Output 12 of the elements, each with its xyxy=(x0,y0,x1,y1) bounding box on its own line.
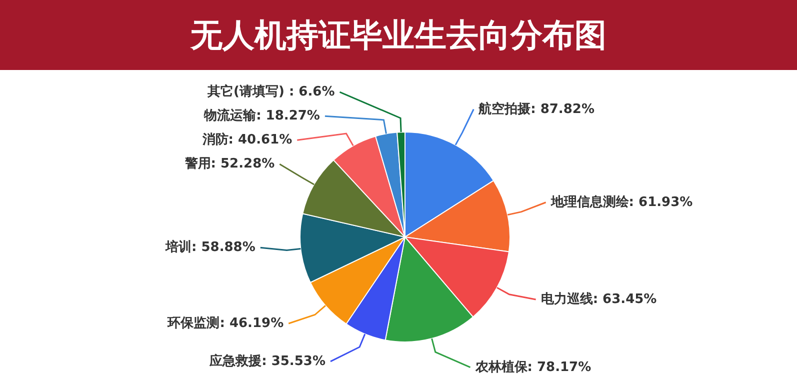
slice-label: 警用: 52.28% xyxy=(184,156,275,172)
slice-label: 应急救援: 35.53% xyxy=(208,352,326,369)
slice-label: 物流运输: 18.27% xyxy=(203,108,320,124)
slice-label: 地理信息测绘: 61.93% xyxy=(550,194,693,210)
slice-label: 环保监测: 46.19% xyxy=(166,316,284,331)
slice-label: 其它(请填写) : 6.6% xyxy=(206,84,335,100)
slice-label: 培训: 58.88% xyxy=(164,239,256,256)
slice-label: 消防: 40.61% xyxy=(201,132,292,148)
slice-label: 电力巡线: 63.45% xyxy=(540,292,657,308)
chart-title: 无人机持证毕业生去向分布图 xyxy=(0,0,797,70)
slice-label: 农林植保: 78.17% xyxy=(474,360,592,375)
slice-label: 航空拍摄: 87.82% xyxy=(478,100,594,117)
